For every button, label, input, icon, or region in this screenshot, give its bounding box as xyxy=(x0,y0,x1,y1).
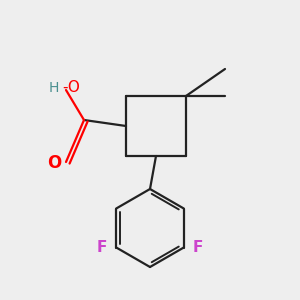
Text: -O: -O xyxy=(62,80,80,95)
Text: O: O xyxy=(47,154,62,172)
Text: F: F xyxy=(97,240,107,255)
Text: F: F xyxy=(193,240,203,255)
Text: H: H xyxy=(49,81,59,94)
